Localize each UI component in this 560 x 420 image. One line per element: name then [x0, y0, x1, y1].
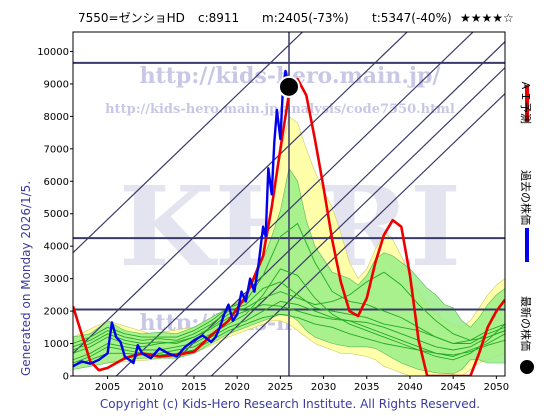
x-tick-label: 2020: [224, 382, 249, 393]
simulation-line-0: [73, 304, 505, 354]
copyright: Copyright (c) Kids-Hero Research Institu…: [100, 397, 480, 411]
reference-lines: [73, 32, 505, 376]
series-lines: [73, 69, 505, 376]
y-tick-label: 1000: [44, 339, 69, 350]
y-tick-label: 7000: [44, 144, 69, 155]
y-tick-label: 9000: [44, 79, 69, 90]
header-max: m:2405(-73%): [262, 11, 349, 25]
x-tick-label: 2045: [440, 382, 465, 393]
x-tick-label: 2015: [181, 382, 206, 393]
y-axis-ticks: 0 1000 2000 3000 4000 5000 6000 7000 8000 9000 100…: [37, 47, 73, 383]
y-tick-label: 0: [63, 372, 69, 383]
header-ticker: 7550=ゼンショHD: [78, 11, 185, 25]
history-line: [73, 69, 291, 368]
header-target: t:5347(-40%): [372, 11, 452, 25]
header-stars: ★★★★☆: [460, 11, 514, 25]
legend-latest-label: 最新の株価: [519, 296, 533, 351]
y-tick-label: 2000: [44, 307, 69, 318]
y-tick-label: 6000: [44, 177, 69, 188]
latest-price-marker: [278, 75, 300, 98]
plot-frame: [72, 31, 506, 377]
x-tick-label: 2010: [138, 382, 163, 393]
generated-date: Generated on Monday 2026/1/5.: [19, 181, 33, 376]
latest-price-dot: [278, 75, 300, 98]
simulation-line-2: [73, 281, 505, 348]
legend-prediction-label: ＡＩ予測: [519, 80, 533, 124]
header-current: c:8911: [198, 11, 239, 25]
y-tick-label: 8000: [44, 112, 69, 123]
simulation-line-6: [73, 271, 505, 351]
watermark-url-small: http://kids-hero.main.jp/analysis/code75…: [105, 102, 455, 117]
x-tick-label: 2025: [268, 382, 293, 393]
y-tick-label: 4000: [44, 242, 69, 253]
y-tick-label: 10000: [37, 47, 69, 58]
y-tick-label: 3000: [44, 274, 69, 285]
diagonal-line-4: [184, 67, 505, 376]
simulation-line-4: [73, 222, 505, 344]
legend: ＡＩ予測 過去の株価 最新の株価: [519, 80, 534, 374]
x-tick-label: 2050: [484, 382, 509, 393]
x-tick-label: 2040: [397, 382, 422, 393]
diagonal-line-5: [210, 93, 505, 376]
x-tick-label: 2035: [354, 382, 379, 393]
x-tick-label: 2030: [311, 382, 336, 393]
x-tick-label: 2005: [95, 382, 120, 393]
prediction-line: [73, 77, 505, 376]
legend-history-label: 過去の株価: [519, 170, 533, 225]
y-tick-label: 5000: [44, 209, 69, 220]
legend-latest-dot: [520, 360, 534, 374]
simulation-line-1: [73, 268, 505, 361]
x-axis-ticks: 2005 2010 2015 2020 2025 2030 2035 2040 2045 2050: [95, 376, 509, 393]
